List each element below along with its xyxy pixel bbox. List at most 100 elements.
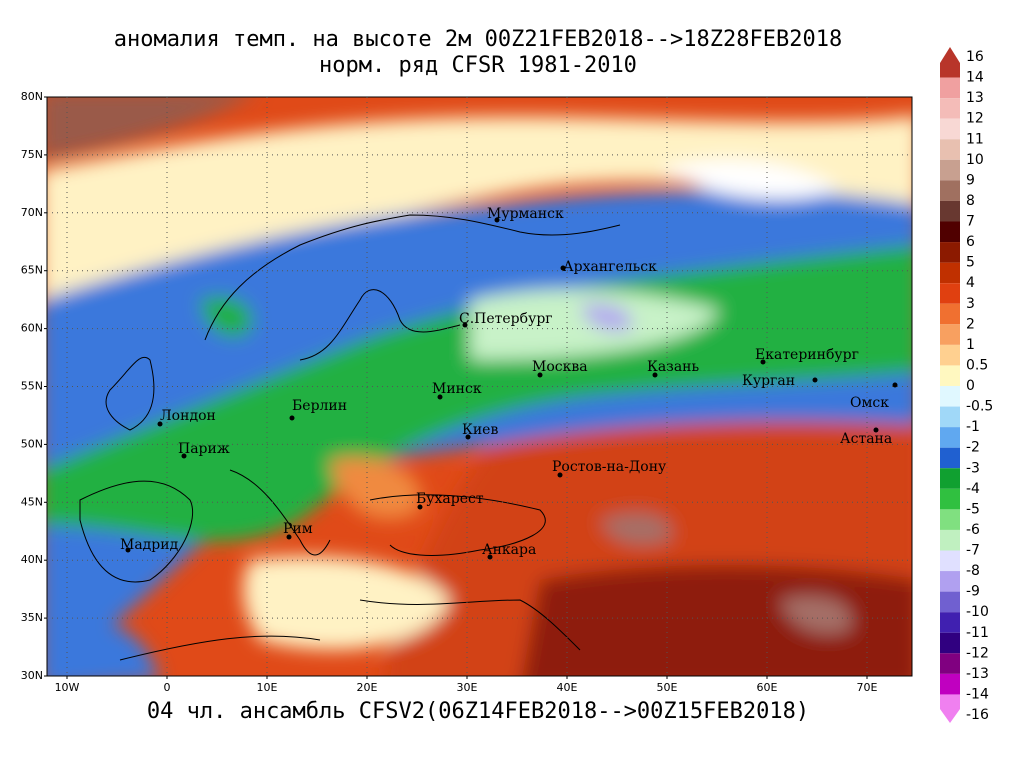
colorbar-label: -16 xyxy=(966,707,989,723)
city-label: Анкара xyxy=(482,542,536,558)
lon-label: 20E xyxy=(357,681,378,694)
colorbar-label: -3 xyxy=(966,460,980,476)
colorbar-box xyxy=(940,303,960,325)
lat-label: 70N xyxy=(21,206,43,219)
colorbar-label: 14 xyxy=(966,70,984,86)
colorbar-box xyxy=(940,591,960,613)
city-label: Казань xyxy=(647,359,699,375)
colorbar-label: 2 xyxy=(966,316,975,332)
city-dot xyxy=(157,421,163,427)
colorbar-box xyxy=(940,488,960,510)
colorbar-box xyxy=(940,180,960,201)
colorbar-end xyxy=(940,694,960,723)
lon-label: 0 xyxy=(164,681,171,694)
city-dot xyxy=(286,534,292,540)
colorbar-box xyxy=(940,509,960,530)
colorbar-box xyxy=(940,221,960,243)
colorbar-label: 3 xyxy=(966,296,975,312)
lat-label: 40N xyxy=(21,553,43,566)
city-dot xyxy=(181,453,187,459)
city-dot xyxy=(289,415,295,421)
colorbar-label: 7 xyxy=(966,214,975,230)
lon-label: 10E xyxy=(257,681,278,694)
lat-label: 60N xyxy=(21,322,43,335)
lon-label: 60E xyxy=(757,681,778,694)
colorbar-box xyxy=(940,242,960,263)
colorbar-label: -13 xyxy=(966,666,989,682)
city-label: Ростов-на-Дону xyxy=(552,459,667,475)
lon-label: 40E xyxy=(557,681,578,694)
colorbar-box xyxy=(940,159,960,181)
city-label: Бухарест xyxy=(416,491,484,507)
city-label: Мадрид xyxy=(120,537,179,553)
lat-label: 30N xyxy=(21,669,43,682)
colorbar-label: -5 xyxy=(966,501,980,517)
city-dot xyxy=(487,554,493,560)
colorbar-label: -9 xyxy=(966,584,980,600)
colorbar-label: -4 xyxy=(966,481,980,497)
colorbar-box xyxy=(940,386,960,407)
title: аномалия темп. на высоте 2м 00Z21FEB2018… xyxy=(114,27,842,52)
colorbar-label: -1 xyxy=(966,419,980,435)
colorbar-label: 13 xyxy=(966,90,984,106)
city-dot xyxy=(417,504,423,510)
city-label: Минск xyxy=(432,381,482,397)
city-label: С.Петербург xyxy=(459,311,553,327)
colorbar-box xyxy=(940,200,960,222)
colorbar-label: 10 xyxy=(966,152,984,168)
city-dot xyxy=(760,359,766,365)
colorbar-box xyxy=(940,406,960,428)
lat-label: 65N xyxy=(21,264,43,277)
colorbar-box xyxy=(940,447,960,469)
lon-label: 50E xyxy=(657,681,678,694)
footer: 04 чл. ансамбль CFSV2(06Z14FEB2018-->00Z… xyxy=(147,699,809,724)
lon-label: 70E xyxy=(857,681,878,694)
city-dot xyxy=(494,217,500,223)
lat-label: 50N xyxy=(21,437,43,450)
colorbar-label: 9 xyxy=(966,172,975,188)
colorbar-label: 0.5 xyxy=(966,357,988,373)
colorbar-label: 4 xyxy=(966,275,975,291)
city-label: Астана xyxy=(840,431,892,447)
lon-label: 30E xyxy=(457,681,478,694)
lat-label: 35N xyxy=(21,611,43,624)
city-dot xyxy=(557,472,563,478)
city-dot xyxy=(437,394,443,400)
colorbar-box xyxy=(940,118,960,140)
lon-label: 10W xyxy=(55,681,80,694)
city-dot xyxy=(462,322,468,328)
city-dot xyxy=(892,382,898,388)
city-label: Рим xyxy=(283,521,313,537)
colorbar-label: -0.5 xyxy=(966,399,993,415)
colorbar-box xyxy=(940,283,960,304)
colorbar-box xyxy=(940,612,960,633)
colorbar-label: 12 xyxy=(966,111,984,127)
city-label: Москва xyxy=(532,359,588,375)
city-dot xyxy=(873,427,879,433)
colorbar-box xyxy=(940,653,960,674)
city-label: Курган xyxy=(742,373,795,389)
colorbar-label: -12 xyxy=(966,645,989,661)
city-label: Екатеринбург xyxy=(755,347,859,363)
city-label: Берлин xyxy=(292,398,347,414)
lat-label: 80N xyxy=(21,90,43,103)
colorbar-label: -14 xyxy=(966,686,989,702)
lat-label: 75N xyxy=(21,148,43,161)
colorbar-box xyxy=(940,98,960,119)
city-dot xyxy=(652,372,658,378)
colorbar-label: 0 xyxy=(966,378,975,394)
colorbar-box xyxy=(940,324,960,345)
colorbar-label: 8 xyxy=(966,193,975,209)
city-label: Омск xyxy=(850,395,889,411)
colorbar-box xyxy=(940,139,960,160)
anomaly-field xyxy=(47,97,912,676)
colorbar-box xyxy=(940,344,960,366)
colorbar-box xyxy=(940,673,960,695)
city-label: Архангельск xyxy=(563,259,657,275)
colorbar-box xyxy=(940,365,960,386)
colorbar-box xyxy=(940,529,960,551)
colorbar-label: 16 xyxy=(966,49,984,65)
colorbar-label: -6 xyxy=(966,522,980,538)
lat-label: 45N xyxy=(21,495,43,508)
colorbar-label: 5 xyxy=(966,255,975,271)
